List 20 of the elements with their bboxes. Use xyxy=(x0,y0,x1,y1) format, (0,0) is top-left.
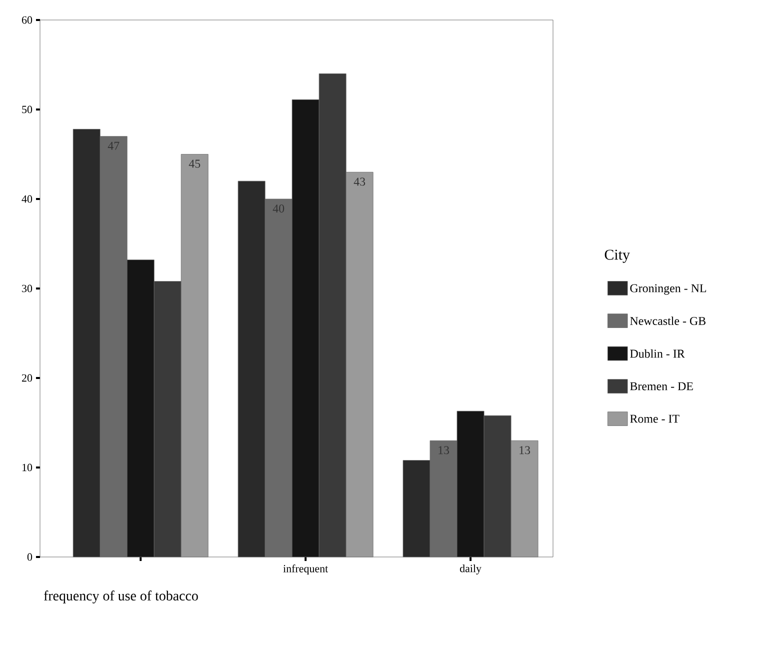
legend-label: Bremen - DE xyxy=(630,382,693,390)
y-tick-label: 40 xyxy=(22,195,32,203)
legend-title: City xyxy=(604,250,630,263)
y-tick-label: 10 xyxy=(22,464,32,472)
x-tick-label: infrequent xyxy=(283,564,328,575)
y-tick-label: 60 xyxy=(22,16,32,24)
legend-label: Newcastle - GB xyxy=(630,316,706,326)
y-tick-label: 50 xyxy=(22,106,32,114)
legend-label: Rome - IT xyxy=(630,414,680,423)
y-tick-label: 0 xyxy=(27,553,32,561)
data-label: 43 xyxy=(354,178,366,186)
x-axis-title: frequency of use of tobacco xyxy=(44,590,198,604)
legend-label: Dublin - IR xyxy=(630,349,685,358)
y-tick-label: 30 xyxy=(22,284,32,292)
legend-label: Groningen - NL xyxy=(630,284,706,295)
data-label: 13 xyxy=(520,446,530,454)
x-tick-label: daily xyxy=(460,564,482,574)
y-tick-label: 20 xyxy=(22,374,32,382)
data-label: 45 xyxy=(188,160,200,168)
data-label: 47 xyxy=(108,142,120,150)
